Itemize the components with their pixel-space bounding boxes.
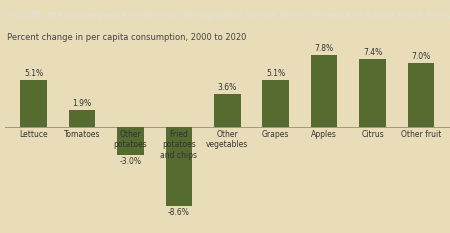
Text: Citrus: Citrus — [361, 130, 384, 139]
Bar — [117, 127, 144, 155]
Text: 1.9%: 1.9% — [72, 99, 91, 108]
Text: Other
potatoes: Other potatoes — [113, 130, 147, 149]
Text: -8.6%: -8.6% — [168, 208, 190, 217]
Bar — [408, 62, 434, 127]
Text: Grapes: Grapes — [262, 130, 289, 139]
Text: Percent change in per capita consumption, 2000 to 2020: Percent change in per capita consumption… — [7, 33, 246, 42]
Bar — [166, 127, 192, 206]
Text: In 2020, the convergence of several demographic trends favors Americans eating m: In 2020, the convergence of several demo… — [5, 11, 450, 20]
Bar — [311, 55, 338, 127]
Bar — [20, 80, 47, 127]
Bar — [69, 110, 95, 127]
Bar — [262, 80, 289, 127]
Text: Fried
potatoes
and chips: Fried potatoes and chips — [160, 130, 198, 160]
Text: 7.4%: 7.4% — [363, 48, 382, 57]
Text: Apples: Apples — [311, 130, 337, 139]
Bar — [214, 94, 241, 127]
Text: 5.1%: 5.1% — [266, 69, 285, 78]
Bar — [359, 59, 386, 127]
Text: 7.8%: 7.8% — [315, 44, 333, 53]
Text: Other
vegetables: Other vegetables — [206, 130, 248, 149]
Text: Other fruit: Other fruit — [401, 130, 441, 139]
Text: Lettuce: Lettuce — [19, 130, 48, 139]
Text: Tomatoes: Tomatoes — [64, 130, 100, 139]
Text: 5.1%: 5.1% — [24, 69, 43, 78]
Text: -3.0%: -3.0% — [119, 157, 141, 165]
Text: 3.6%: 3.6% — [218, 83, 237, 92]
Text: 7.0%: 7.0% — [411, 52, 431, 61]
